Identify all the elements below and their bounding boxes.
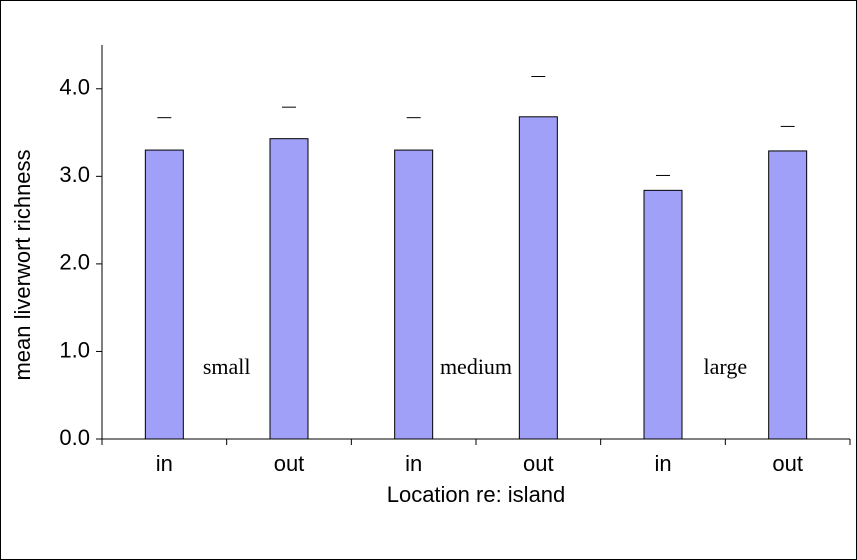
x-axis-label: Location re: island xyxy=(387,482,566,507)
x-tick-label: in xyxy=(405,451,422,476)
y-axis-label: mean liverwort richness xyxy=(10,149,35,380)
x-tick-label: in xyxy=(654,451,671,476)
x-tick-label: out xyxy=(523,451,554,476)
y-tick-label: 2.0 xyxy=(59,250,90,275)
x-tick-label: out xyxy=(274,451,305,476)
bar xyxy=(518,116,558,440)
bar xyxy=(643,189,683,440)
x-tick-label: out xyxy=(772,451,803,476)
bar xyxy=(144,149,184,440)
group-label: large xyxy=(704,354,748,379)
group-label: small xyxy=(203,354,251,379)
y-tick-label: 1.0 xyxy=(59,337,90,362)
y-tick-label: 4.0 xyxy=(59,75,90,100)
bar xyxy=(269,138,309,440)
bar xyxy=(768,150,808,440)
y-tick-label: 0.0 xyxy=(59,425,90,450)
group-label: medium xyxy=(440,354,512,379)
bar xyxy=(394,149,434,440)
x-tick-label: in xyxy=(156,451,173,476)
y-tick-label: 3.0 xyxy=(59,162,90,187)
